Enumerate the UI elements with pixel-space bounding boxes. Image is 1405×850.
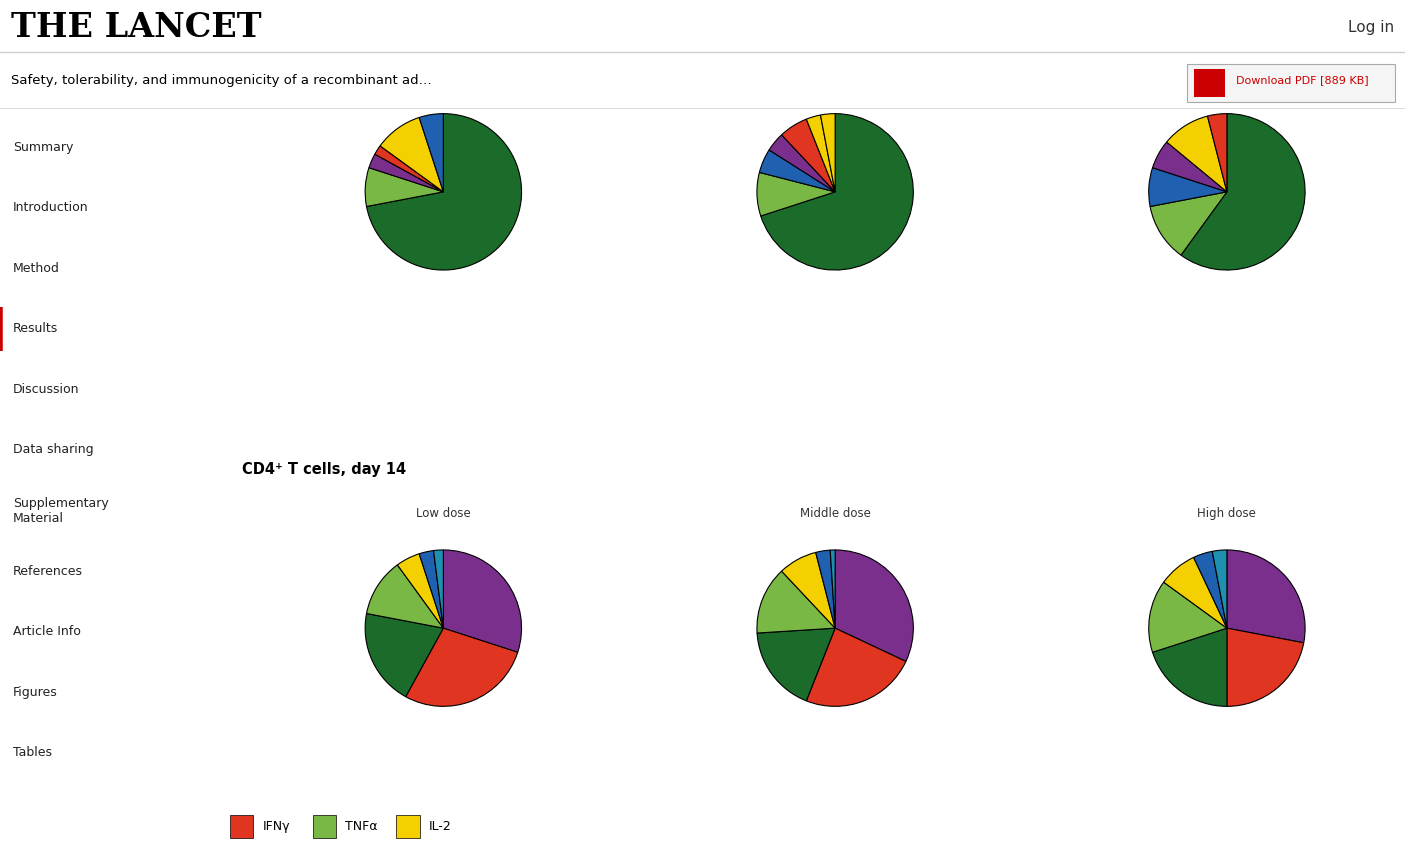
Wedge shape xyxy=(434,550,444,628)
Wedge shape xyxy=(806,628,906,706)
Text: Article Info: Article Info xyxy=(13,625,81,638)
Wedge shape xyxy=(419,114,444,192)
Wedge shape xyxy=(830,550,835,628)
FancyBboxPatch shape xyxy=(1194,69,1225,97)
Wedge shape xyxy=(1152,142,1227,192)
Wedge shape xyxy=(1149,582,1227,652)
Text: Download PDF [889 KB]: Download PDF [889 KB] xyxy=(1236,75,1368,85)
Wedge shape xyxy=(1151,192,1227,255)
Bar xyxy=(313,815,337,838)
Wedge shape xyxy=(816,550,835,628)
Wedge shape xyxy=(367,114,521,270)
Wedge shape xyxy=(444,550,521,652)
Wedge shape xyxy=(365,614,444,697)
Text: Middle dose: Middle dose xyxy=(799,212,871,224)
FancyBboxPatch shape xyxy=(1187,64,1395,102)
Wedge shape xyxy=(757,628,835,701)
Text: Discussion: Discussion xyxy=(13,383,80,396)
Text: IFNγ: IFNγ xyxy=(263,820,289,833)
Text: TNFα: TNFα xyxy=(346,820,378,833)
Wedge shape xyxy=(821,114,835,192)
Wedge shape xyxy=(1163,558,1227,628)
Text: IL-2: IL-2 xyxy=(429,820,451,833)
Text: Results: Results xyxy=(13,322,59,336)
Wedge shape xyxy=(398,554,444,628)
Wedge shape xyxy=(1149,167,1227,207)
Wedge shape xyxy=(1227,550,1305,643)
Wedge shape xyxy=(759,150,835,192)
Bar xyxy=(396,815,420,838)
Wedge shape xyxy=(419,551,444,628)
Text: Low dose: Low dose xyxy=(416,212,471,224)
Wedge shape xyxy=(1207,114,1227,192)
Text: Summary: Summary xyxy=(13,141,73,154)
Text: High dose: High dose xyxy=(1197,507,1256,520)
Wedge shape xyxy=(781,552,835,628)
Text: Method: Method xyxy=(13,262,60,275)
Wedge shape xyxy=(1194,552,1227,628)
Bar xyxy=(229,815,253,838)
Text: Middle dose: Middle dose xyxy=(799,507,871,520)
Wedge shape xyxy=(381,117,444,192)
Wedge shape xyxy=(1166,116,1227,192)
Wedge shape xyxy=(1227,628,1304,706)
Text: References: References xyxy=(13,564,83,577)
Text: THE LANCET: THE LANCET xyxy=(11,11,261,44)
Wedge shape xyxy=(1152,628,1227,706)
Wedge shape xyxy=(781,119,835,192)
Text: High dose: High dose xyxy=(1197,212,1256,224)
Wedge shape xyxy=(375,146,444,192)
Text: Safety, tolerability, and immunogenicity of a recombinant ad…: Safety, tolerability, and immunogenicity… xyxy=(11,74,431,87)
Text: Figures: Figures xyxy=(13,685,58,699)
Wedge shape xyxy=(367,565,444,628)
Wedge shape xyxy=(806,115,835,192)
Wedge shape xyxy=(406,628,517,706)
Wedge shape xyxy=(757,571,835,633)
Wedge shape xyxy=(757,173,835,216)
Wedge shape xyxy=(769,135,835,192)
Wedge shape xyxy=(1213,550,1227,628)
Wedge shape xyxy=(835,550,913,661)
Text: CD4⁺ T cells, day 14: CD4⁺ T cells, day 14 xyxy=(242,462,406,477)
Text: Tables: Tables xyxy=(13,746,52,759)
Wedge shape xyxy=(365,167,444,207)
Wedge shape xyxy=(760,114,913,270)
Text: Data sharing: Data sharing xyxy=(13,444,94,456)
Wedge shape xyxy=(370,154,444,192)
Text: Log in: Log in xyxy=(1347,20,1394,35)
Text: Low dose: Low dose xyxy=(416,507,471,520)
Text: Introduction: Introduction xyxy=(13,201,89,214)
Wedge shape xyxy=(1182,114,1305,270)
Text: Supplementary
Material: Supplementary Material xyxy=(13,496,108,524)
